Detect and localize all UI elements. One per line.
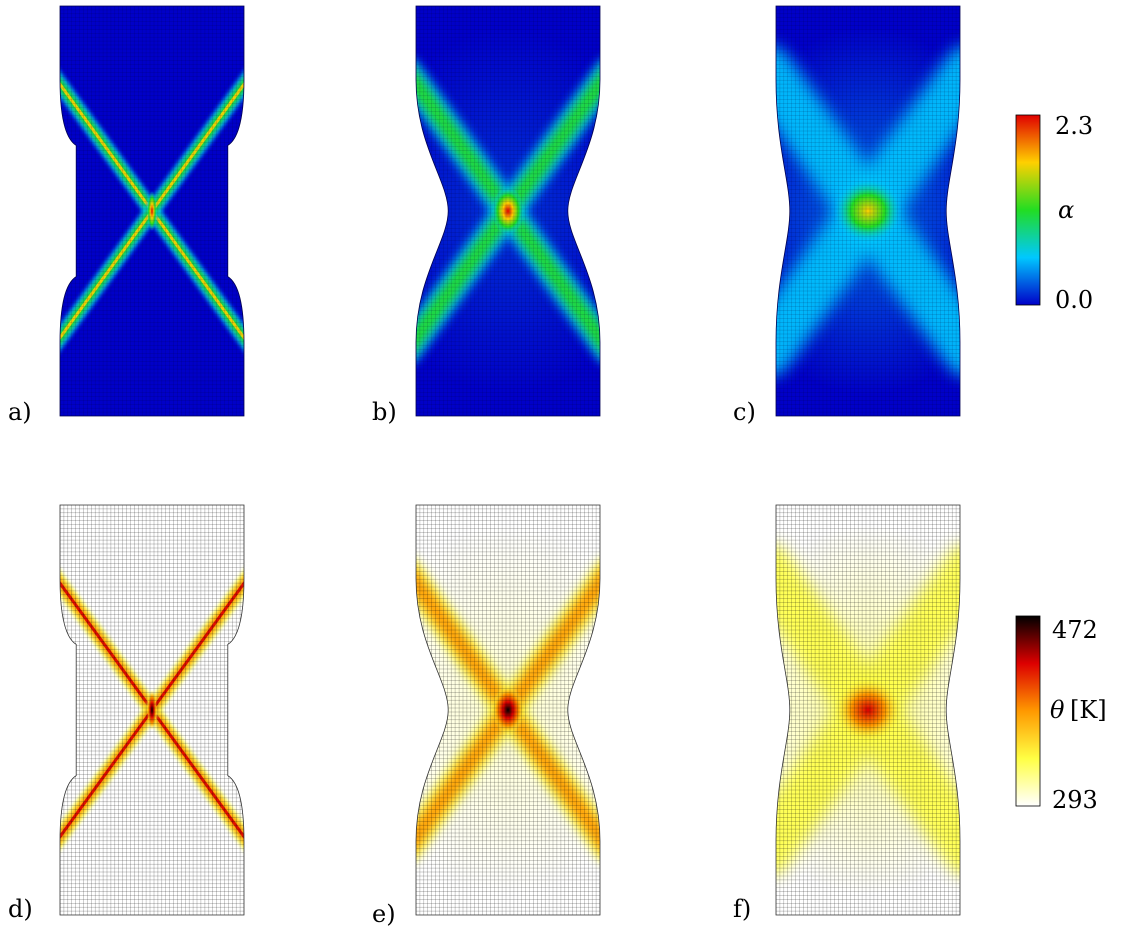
specimen-panel-e [415, 504, 601, 916]
panel-label-c: c) [733, 398, 756, 426]
alpha-colorbar-gradient [1015, 114, 1041, 306]
specimen-panel-d [59, 504, 245, 916]
alpha-colorbar-min-label: 0.0 [1055, 286, 1093, 314]
alpha-colorbar-max-label: 2.3 [1055, 112, 1093, 140]
panel-label-b: b) [372, 398, 397, 426]
alpha-colorbar: 2.3 α 0.0 [1015, 112, 1093, 314]
specimen-panel-b [415, 5, 601, 417]
theta-colorbar: 472 θ [K] 293 [1015, 615, 1107, 814]
specimen-panel-f [775, 504, 961, 916]
specimen-panel-c [775, 5, 961, 417]
panel-label-f: f) [733, 895, 751, 923]
specimen-panel-a [59, 5, 245, 417]
theta-colorbar-max-label: 472 [1052, 616, 1098, 644]
panel-label-e: e) [372, 900, 396, 927]
theta-colorbar-gradient [1015, 615, 1041, 807]
panel-label-d: d) [8, 895, 33, 923]
theta-colorbar-min-label: 293 [1052, 786, 1098, 814]
theta-colorbar-unit: [K] [1070, 696, 1107, 724]
alpha-colorbar-symbol: α [1058, 196, 1074, 224]
panel-label-a: a) [8, 398, 32, 426]
theta-colorbar-symbol: θ [1050, 696, 1065, 724]
